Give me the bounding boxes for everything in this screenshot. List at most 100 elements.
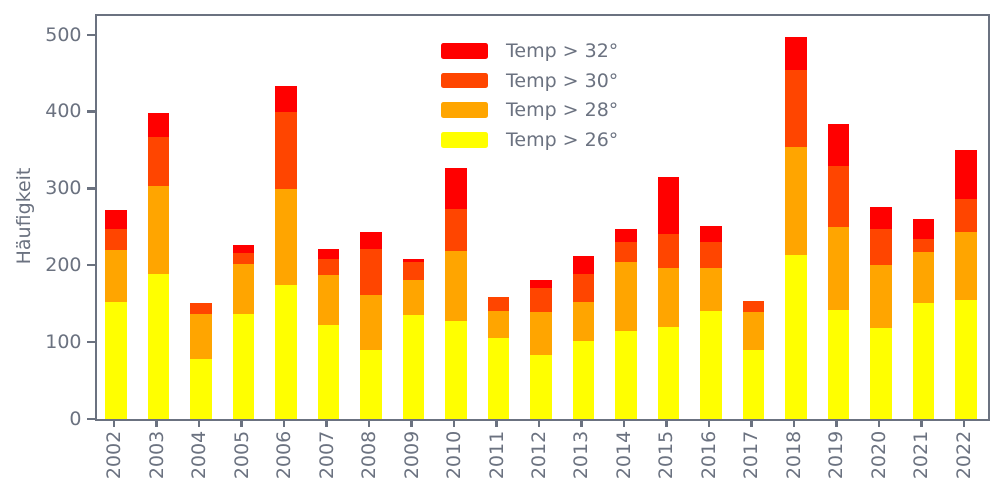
y-tick-label: 200 — [45, 253, 82, 276]
bar-segment — [360, 349, 382, 419]
legend-swatch — [441, 43, 488, 59]
bar-segment — [147, 113, 170, 138]
x-tick-mark — [197, 419, 201, 427]
bar-segment — [870, 207, 892, 229]
bar-segment — [530, 280, 552, 289]
bar-2006 — [275, 86, 297, 419]
bar-segment — [487, 296, 510, 312]
bar-segment — [827, 227, 850, 310]
x-tick-mark — [452, 419, 456, 427]
bar-segment — [700, 226, 722, 243]
x-tick-label: 2010 — [443, 430, 466, 480]
bar-segment — [105, 210, 127, 230]
bar-segment — [275, 284, 297, 419]
legend-item: Temp > 28° — [441, 95, 618, 125]
x-tick-label: 2014 — [612, 430, 635, 480]
x-tick-mark — [325, 419, 328, 427]
bar-segment — [955, 232, 977, 300]
bar-segment — [870, 228, 892, 266]
y-tick-mark — [86, 340, 95, 344]
bar-segment — [955, 299, 977, 419]
legend-label: Temp > 30° — [506, 69, 619, 92]
bar-segment — [190, 303, 212, 314]
x-tick-label: 2006 — [273, 430, 296, 480]
x-tick-label: 2015 — [655, 430, 678, 480]
bar-segment — [317, 248, 340, 260]
bar-segment — [275, 86, 297, 112]
bar-segment — [530, 311, 552, 355]
bar-segment — [827, 309, 850, 419]
bar-2002 — [105, 210, 127, 419]
y-tick-mark — [86, 33, 95, 36]
bar-2019 — [827, 124, 850, 419]
legend-swatch — [441, 72, 488, 89]
bar-segment — [870, 328, 892, 419]
bar-segment — [445, 208, 467, 251]
x-tick-label: 2017 — [740, 430, 763, 480]
bar-segment — [530, 354, 552, 419]
bar-segment — [785, 147, 807, 255]
x-tick-mark — [962, 419, 966, 427]
bar-2005 — [232, 245, 255, 419]
bar-2009 — [402, 258, 425, 419]
x-tick-mark — [495, 419, 498, 427]
bar-segment — [700, 267, 722, 311]
x-tick-mark — [410, 419, 413, 427]
bar-2016 — [700, 226, 722, 419]
x-tick-mark — [877, 419, 881, 427]
x-tick-label: 2013 — [570, 430, 593, 480]
bar-segment — [317, 325, 340, 419]
legend-label: Temp > 28° — [506, 99, 619, 122]
bar-2013 — [572, 256, 595, 419]
bar-segment — [785, 254, 807, 419]
x-tick-label: 2011 — [485, 430, 508, 480]
bar-segment — [657, 326, 680, 419]
bar-segment — [785, 70, 807, 148]
x-tick-mark — [240, 419, 243, 427]
bar-segment — [317, 275, 340, 326]
x-tick-label: 2020 — [867, 430, 890, 480]
bar-2015 — [657, 177, 680, 419]
x-tick-label: 2019 — [825, 430, 848, 480]
bar-2021 — [912, 218, 935, 419]
bar-segment — [275, 188, 297, 285]
bar-segment — [402, 261, 425, 281]
bar-segment — [445, 167, 467, 209]
bar-segment — [402, 258, 425, 262]
y-tick-label: 500 — [45, 23, 82, 46]
x-tick-mark — [750, 419, 753, 427]
x-tick-label: 2012 — [528, 430, 550, 480]
bar-2014 — [615, 229, 637, 419]
bar-segment — [530, 288, 552, 312]
y-tick-mark — [86, 187, 95, 190]
x-tick-label: 2022 — [952, 430, 975, 480]
bar-segment — [615, 331, 637, 419]
bar-2003 — [147, 113, 170, 419]
bar-segment — [105, 250, 127, 303]
legend: Temp > 32° Temp > 30° Temp > 28° Temp > 26° — [441, 36, 618, 155]
x-tick-label: 2004 — [188, 430, 211, 480]
bar-segment — [445, 321, 467, 419]
x-tick-mark — [622, 419, 626, 427]
bar-2004 — [190, 303, 212, 419]
x-tick-mark — [707, 419, 711, 427]
x-tick-label: 2016 — [697, 430, 720, 480]
bar-segment — [700, 310, 722, 419]
bar-segment — [870, 265, 892, 329]
x-tick-mark — [537, 419, 541, 427]
y-tick-mark — [86, 417, 95, 420]
legend-label: Temp > 32° — [506, 39, 619, 62]
bar-segment — [360, 295, 382, 350]
bar-2011 — [487, 296, 510, 419]
bar-segment — [572, 273, 595, 303]
x-tick-mark — [580, 419, 583, 427]
x-tick-label: 2002 — [103, 430, 126, 480]
y-tick-label: 0 — [69, 407, 82, 430]
bar-2022 — [955, 150, 977, 419]
bar-2012 — [530, 280, 552, 419]
bar-segment — [827, 124, 850, 167]
bar-segment — [445, 250, 467, 322]
legend-item: Temp > 32° — [441, 36, 618, 66]
bar-segment — [190, 313, 212, 360]
